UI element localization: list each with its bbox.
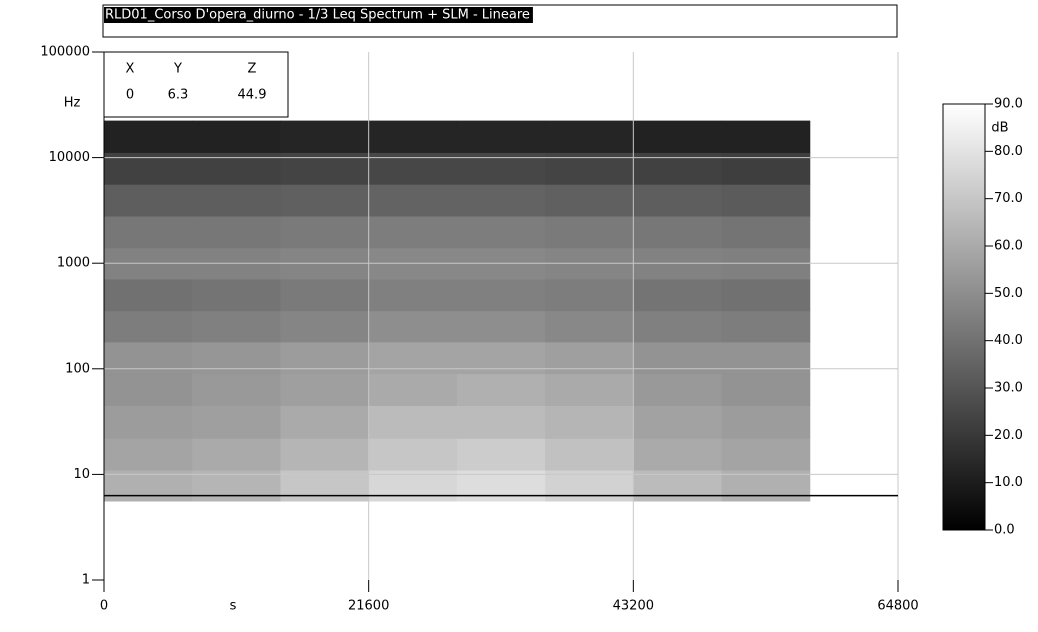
heatmap-cell — [633, 438, 723, 471]
chart-title: RLD01_Corso D'opera_diurno - 1/3 Leq Spe… — [105, 8, 530, 23]
heatmap-cell — [280, 438, 370, 471]
heatmap-cell — [456, 438, 546, 471]
colorbar-tick-label: 30.0 — [994, 381, 1023, 396]
cursor-value: 0 — [126, 88, 134, 103]
heatmap-cell — [633, 310, 723, 343]
heatmap-cell — [104, 438, 193, 471]
heatmap-cell — [280, 278, 370, 312]
heatmap-cell — [633, 405, 723, 439]
heatmap-cell — [456, 184, 546, 217]
heatmap-cell — [721, 438, 811, 471]
colorbar-tick-label: 90.0 — [994, 97, 1023, 112]
colorbar-tick-label: 40.0 — [994, 333, 1023, 348]
y-tick-label: 10 — [73, 467, 90, 482]
heatmap-cell — [721, 373, 811, 406]
heatmap-cell — [368, 120, 458, 153]
x-tick-label: 64800 — [877, 599, 918, 614]
heatmap-cell — [721, 278, 811, 312]
colorbar-tick-label: 20.0 — [994, 428, 1023, 443]
heatmap-cell — [104, 405, 193, 439]
heatmap-cell — [545, 120, 634, 153]
y-tick-label: 10000 — [49, 150, 90, 165]
heatmap-cell — [368, 373, 458, 406]
heatmap-cell — [721, 120, 811, 153]
heatmap-cell — [545, 373, 634, 406]
colorbar-tick-label: 10.0 — [994, 475, 1023, 490]
x-tick-label: 0 — [100, 599, 108, 614]
heatmap-cell — [368, 310, 458, 343]
colorbar-tick-label: 0.0 — [994, 523, 1015, 538]
heatmap-cell — [721, 310, 811, 343]
heatmap-cell — [192, 215, 281, 249]
heatmap-cell — [104, 120, 193, 153]
heatmap-cell — [545, 405, 634, 439]
y-tick-label: 100000 — [40, 45, 90, 60]
heatmap-cell — [545, 278, 634, 312]
heatmap-cell — [456, 373, 546, 406]
heatmap-cell — [104, 278, 193, 312]
heatmap-cell — [368, 184, 458, 217]
title-highlight — [104, 7, 533, 23]
y-tick-label: 1000 — [57, 256, 90, 271]
heatmap-cell — [192, 310, 281, 343]
colorbar-tick-label: 60.0 — [994, 239, 1023, 254]
heatmap-cell — [192, 438, 281, 471]
heatmap-cell — [721, 405, 811, 439]
heatmap-cell — [368, 438, 458, 471]
heatmap-cell — [104, 373, 193, 406]
heatmap-cell — [280, 120, 370, 153]
heatmap-cell — [456, 405, 546, 439]
heatmap-cell — [104, 215, 193, 249]
heatmap-cell — [192, 120, 281, 153]
cursor-header: Y — [173, 62, 182, 77]
y-tick-label: 100 — [65, 361, 90, 376]
y-axis-label: Hz — [64, 96, 81, 111]
colorbar-tick-label: 50.0 — [994, 286, 1023, 301]
heatmap-cell — [545, 438, 634, 471]
heatmap-cell — [192, 373, 281, 406]
heatmap-cell — [633, 373, 723, 406]
colorbar-tick-label: 70.0 — [994, 191, 1023, 206]
x-tick-label: 21600 — [348, 599, 389, 614]
colorbar-label: dB — [991, 121, 1008, 136]
x-axis-label: s — [230, 599, 237, 614]
heatmap-cell — [456, 215, 546, 249]
heatmap-cell — [192, 278, 281, 312]
heatmap-cell — [721, 215, 811, 249]
heatmap-cell — [456, 120, 546, 153]
y-tick-label: 1 — [82, 573, 90, 588]
x-tick-label: 43200 — [613, 599, 654, 614]
heatmap-cell — [545, 215, 634, 249]
cursor-value: 6.3 — [168, 88, 189, 103]
heatmap-cell — [633, 184, 723, 217]
heatmap-cell — [192, 184, 281, 217]
heatmap-cell — [280, 405, 370, 439]
heatmap-cell — [633, 120, 723, 153]
heatmap-cell — [192, 405, 281, 439]
heatmap-cell — [633, 215, 723, 249]
heatmap-cell — [368, 278, 458, 312]
heatmap-cell — [368, 405, 458, 439]
heatmap-cell — [280, 373, 370, 406]
heatmap-cell — [104, 184, 193, 217]
heatmap-cell — [545, 310, 634, 343]
heatmap-cell — [368, 215, 458, 249]
heatmap-cell — [633, 278, 723, 312]
cursor-header: X — [126, 62, 135, 77]
heatmap-cell — [280, 215, 370, 249]
colorbar — [942, 103, 986, 531]
heatmap-cell — [456, 278, 546, 312]
heatmap-cell — [721, 184, 811, 217]
heatmap-cell — [545, 184, 634, 217]
heatmap-cell — [280, 310, 370, 343]
heatmap-cell — [280, 184, 370, 217]
heatmap-cell — [104, 310, 193, 343]
heatmap-cell — [456, 310, 546, 343]
cursor-header: Z — [248, 62, 257, 77]
cursor-value: 44.9 — [238, 88, 267, 103]
colorbar-tick-label: 80.0 — [994, 144, 1023, 159]
